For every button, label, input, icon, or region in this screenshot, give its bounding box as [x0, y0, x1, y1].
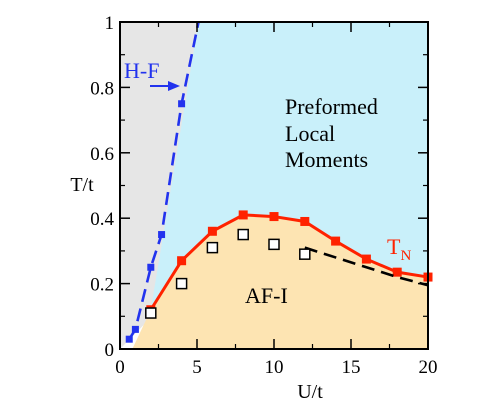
hf-series-marker — [147, 263, 155, 271]
open-square-series-marker — [145, 307, 157, 319]
preformed-moments-region — [150, 22, 428, 310]
y-tick-label: 0 — [105, 340, 115, 361]
tn-label: TN — [387, 234, 411, 264]
tn-series-marker — [207, 226, 217, 236]
tn-label-main: T — [387, 234, 401, 259]
hf-series-marker — [125, 335, 133, 343]
y-tick-label: 0.8 — [90, 78, 114, 99]
x-tick-label: 10 — [265, 357, 284, 378]
tn-series-marker — [392, 267, 402, 277]
open-square-series-marker — [299, 248, 311, 260]
regions-layer — [120, 22, 428, 349]
x-tick-label: 0 — [115, 357, 125, 378]
preformed-label-line-2: Local — [285, 121, 335, 146]
af-i-region — [120, 214, 428, 349]
open-square-series-marker — [237, 228, 249, 241]
preformed-local-moments-label: Preformed Local Moments — [285, 94, 378, 172]
hf-series-marker — [178, 100, 186, 108]
x-tick-label: 5 — [192, 357, 202, 378]
hf-arrow — [150, 81, 180, 91]
open-square-series-marker — [175, 277, 188, 290]
af-i-label: AF-I — [245, 283, 288, 308]
tn-series-marker — [269, 212, 279, 222]
dashed-black-series-line — [304, 246, 429, 287]
ticks-layer: 0 5 10 15 20 0 0.2 0.4 0.6 0.8 1 — [90, 13, 437, 378]
x-tick-label: 20 — [419, 357, 438, 378]
hf-series-marker — [131, 325, 139, 333]
tn-series-line — [149, 213, 429, 311]
preformed-label-line-1: Preformed — [285, 94, 378, 119]
preformed-label-line-3: Moments — [285, 147, 368, 172]
y-tick-label: 0.4 — [90, 209, 114, 230]
tn-series-marker — [331, 236, 341, 246]
y-axis-title: T/t — [70, 174, 94, 196]
y-tick-label: 1 — [105, 13, 115, 34]
open-square-series-marker — [206, 241, 219, 254]
tn-label-sub: N — [400, 248, 411, 264]
hf-arrow-head — [168, 81, 180, 91]
x-axis-title: U/t — [297, 381, 323, 403]
open-square-series-marker — [268, 238, 280, 251]
y-tick-label: 0.6 — [90, 144, 114, 165]
tn-series-marker — [361, 254, 371, 264]
tn-series-marker — [238, 210, 248, 220]
hf-label: H-F — [124, 58, 159, 83]
y-tick-label: 0.2 — [90, 275, 114, 296]
x-tick-label: 15 — [342, 357, 361, 378]
hf-series-marker — [158, 231, 166, 239]
tn-series-marker — [177, 256, 187, 266]
tn-series-marker — [300, 216, 310, 226]
